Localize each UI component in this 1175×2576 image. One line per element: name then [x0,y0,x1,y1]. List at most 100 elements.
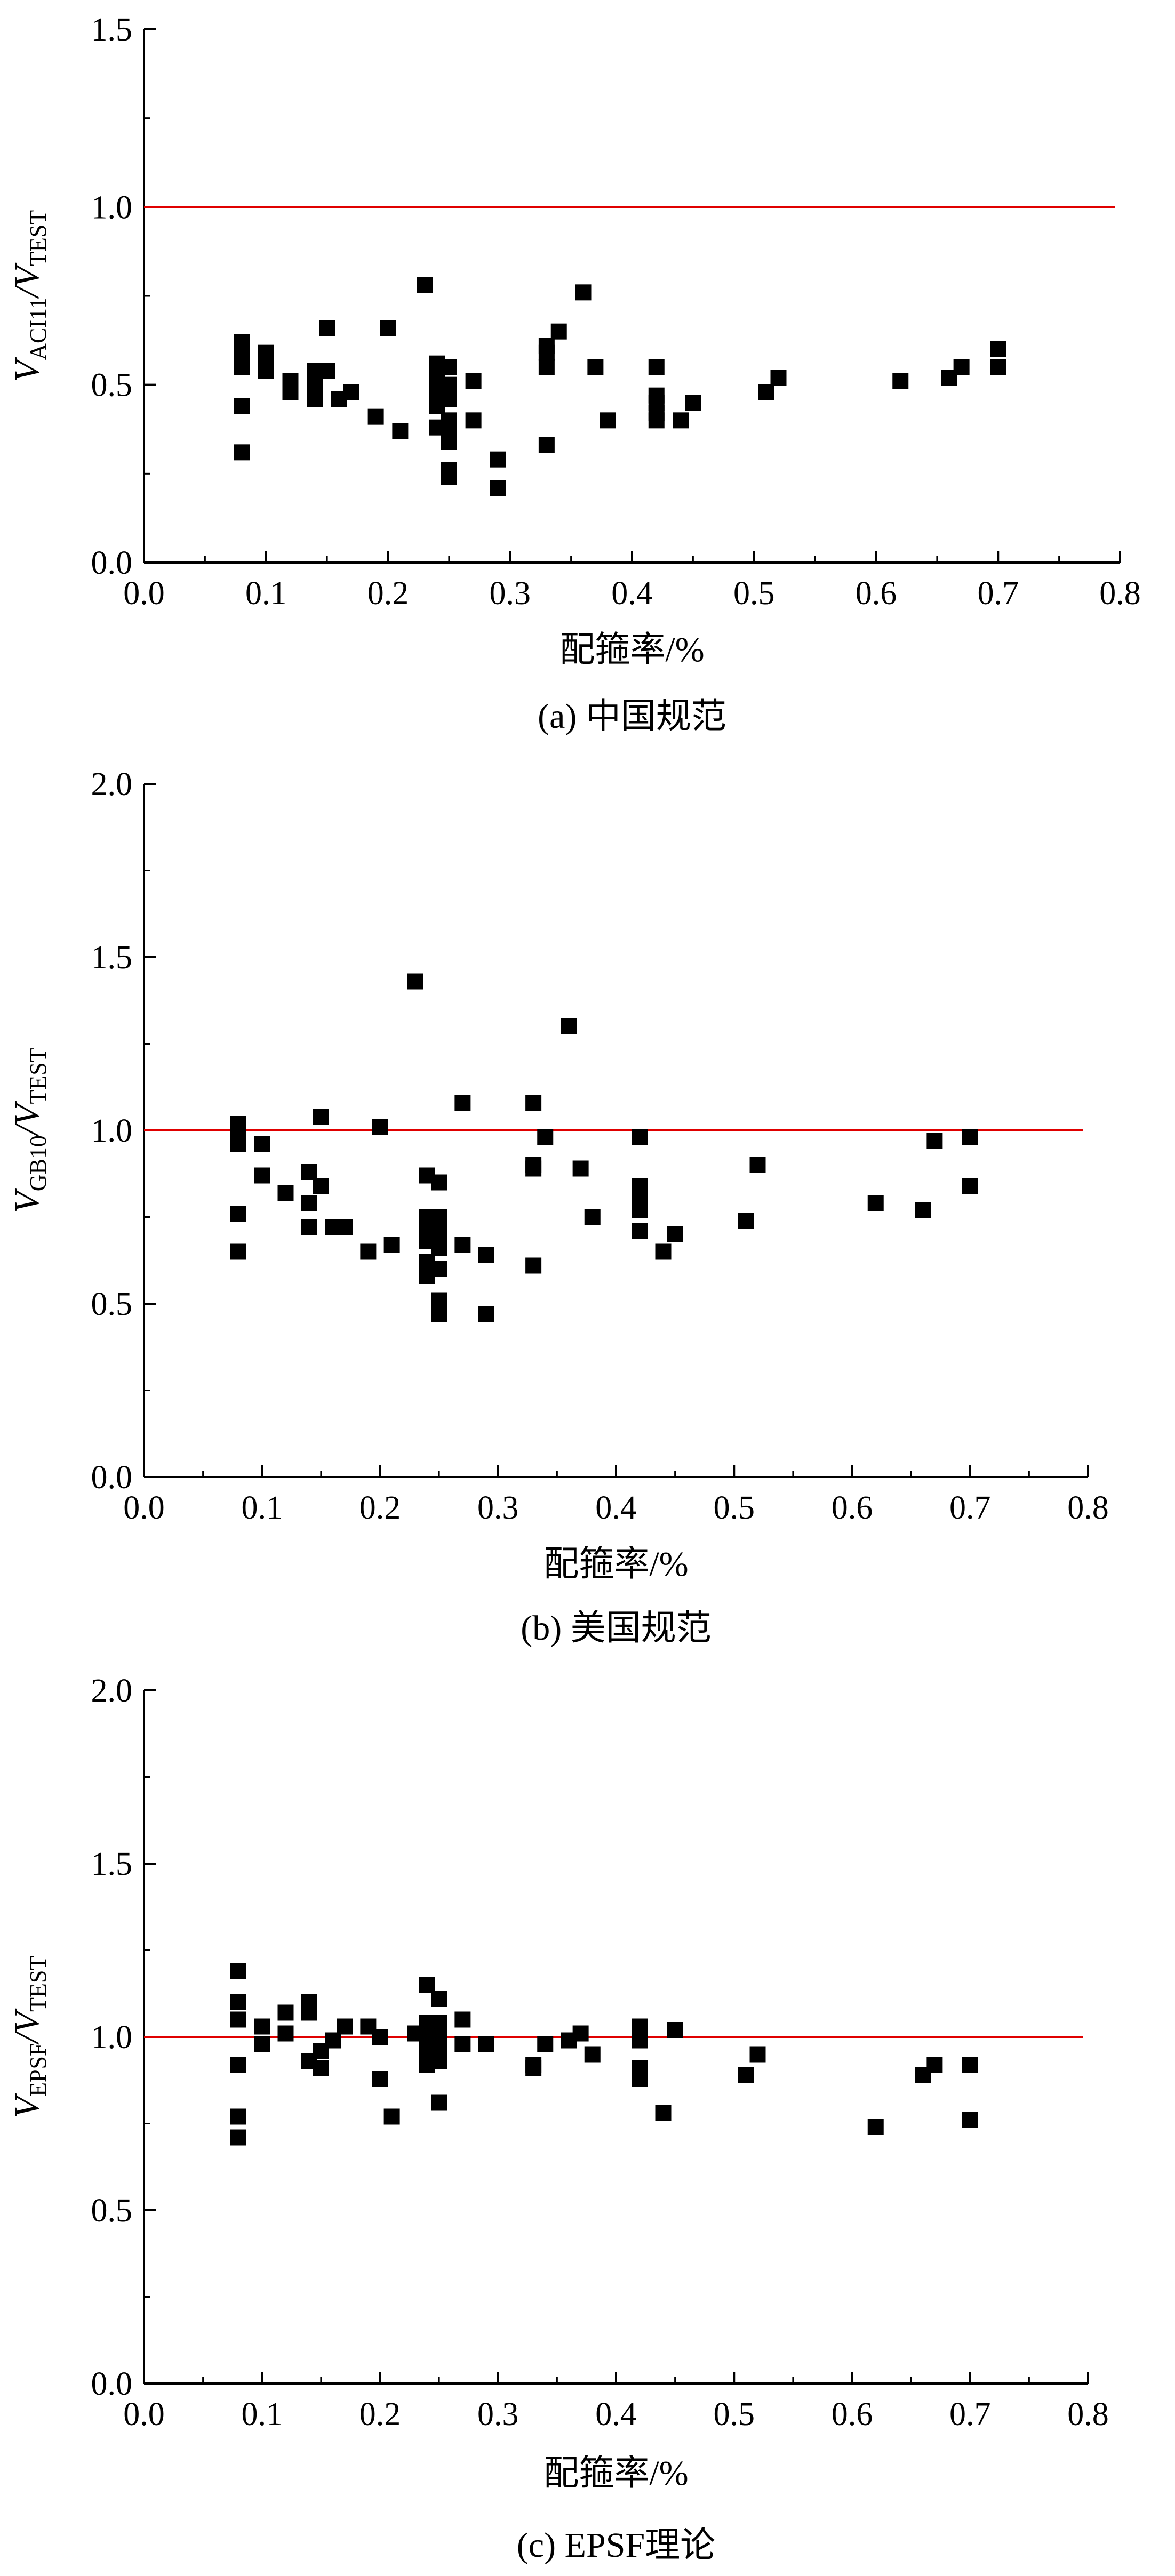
y-tick-label: 0.0 [91,1459,133,1496]
data-point [632,2018,648,2035]
data-point [230,1243,246,1260]
data-point [383,1237,400,1253]
data-point [372,1119,388,1135]
data-point [465,412,482,429]
x-tick-label: 0.2 [359,1490,401,1526]
y-tick-label: 0.5 [91,2193,133,2229]
data-point [490,451,506,468]
y-tick-label: 2.0 [91,1673,133,1709]
data-point [550,323,567,340]
y-tick-label: 0.0 [91,545,133,581]
x-tick-label: 0.3 [490,575,531,612]
data-point [537,1129,554,1145]
y-axis-title: VEPSF/VTEST [7,1956,51,2118]
data-point [367,408,384,425]
panel-caption: (a) 中国规范 [538,697,726,736]
data-point [277,2025,294,2042]
y-tick-label: 1.5 [91,12,133,48]
data-point [254,2018,270,2035]
data-point [575,284,592,301]
chart-panel-2: 0.0 0.1 0.2 0.3 0.4 0.5 0.6 0.7 0.8 0.0 0.5 1.0 1.5 2… [7,766,1109,1648]
data-point [990,359,1006,375]
data-point [301,1195,317,1211]
data-point [738,2067,754,2083]
x-tick-label: 0.2 [367,575,409,612]
data-point [648,359,665,375]
y-tick-label: 0.5 [91,367,133,404]
data-point [313,2060,329,2076]
data-point [962,2112,978,2128]
x-tick-label: 0.0 [123,1490,165,1526]
data-point [561,1018,577,1034]
data-point [431,1209,447,1225]
x-tick-label: 0.1 [242,2396,283,2433]
data-point [525,1157,542,1173]
data-point [538,359,555,375]
data-point [537,2036,554,2052]
x-tick-label: 0.7 [978,575,1019,612]
data-point [441,427,457,443]
data-point [632,1129,648,1145]
data-point [380,320,396,336]
y-tick-label: 0.5 [91,1286,133,1322]
panel-caption: (b) 美国规范 [521,1609,711,1648]
x-tick-label: 0.8 [1067,2396,1109,2433]
x-tick-label: 0.8 [1099,575,1141,612]
data-point [525,2057,542,2073]
data-point [685,395,701,411]
y-tick-label: 1.0 [91,189,133,226]
data-point [867,2119,884,2135]
data-point [962,2057,978,2073]
x-tick-label: 0.4 [595,1490,637,1526]
x-tick-label: 0.3 [477,1490,519,1526]
data-point [749,2046,766,2063]
data-point [648,387,665,404]
y-tick-label: 2.0 [91,766,133,803]
data-point [230,2108,246,2125]
x-tick-label: 0.4 [595,2396,637,2433]
x-tick-label: 0.7 [949,2396,991,2433]
data-point [655,2105,672,2121]
x-axis-title: 配箍率/% [543,2454,688,2493]
data-point [301,1994,317,2010]
data-point [632,1223,648,1239]
data-point [277,1185,294,1201]
x-tick-label: 0.5 [714,2396,755,2433]
data-point [313,1109,329,1125]
data-point [770,370,787,386]
data-point [892,373,909,389]
data-point [230,1116,246,1131]
x-tick-label: 0.1 [245,575,287,612]
data-point [282,373,299,389]
data-point [990,341,1006,357]
data-point [337,2018,353,2035]
data-point [234,334,250,350]
y-tick-label: 1.0 [91,1113,133,1149]
data-point [600,412,616,429]
data-point [454,2011,471,2028]
data-point [632,1178,648,1194]
data-point [343,384,359,400]
data-point [572,1160,589,1177]
x-tick-label: 0.7 [949,1490,991,1526]
x-tick-label: 0.6 [856,575,897,612]
data-point [738,1213,754,1229]
data-point [431,2094,447,2111]
data-point [230,1963,246,1979]
data-point [319,363,335,379]
data-point [667,1226,683,1242]
data-point [538,338,555,354]
chart-panel-3: 0.0 0.1 0.2 0.3 0.4 0.5 0.6 0.7 0.8 0.0 0.5 1.0 1.5 2… [7,1673,1109,2565]
data-point [372,2029,388,2045]
data-point [325,2032,341,2049]
x-tick-label: 0.5 [733,575,775,612]
data-point [431,1261,447,1277]
x-tick-label: 0.6 [832,1490,873,1526]
y-tick-label: 1.5 [91,940,133,976]
data-point [407,973,423,990]
data-point [301,1164,317,1180]
data-point [392,423,409,439]
data-point [230,2011,246,2028]
data-point [337,1219,353,1235]
